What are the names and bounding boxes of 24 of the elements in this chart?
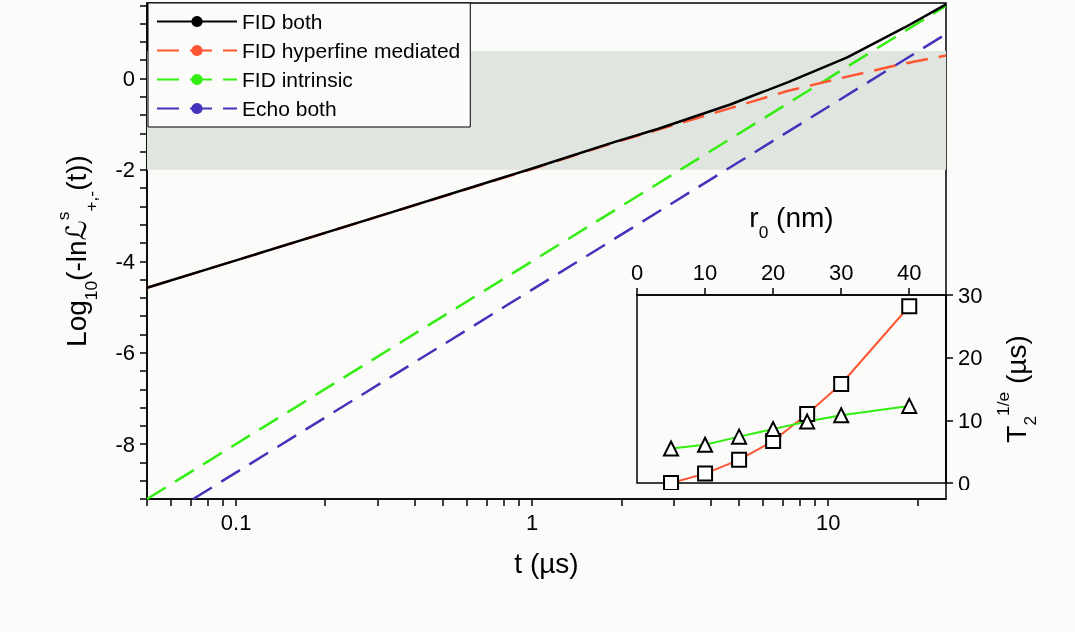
- y2-tick-label: 20: [958, 345, 983, 371]
- legend-label: Echo both: [242, 97, 337, 120]
- x-tick-label: 20: [760, 259, 786, 285]
- y2-axis-title: T21/e (µs): [992, 335, 1041, 443]
- y2-tick-label: 10: [958, 407, 983, 433]
- y-tick-label: -8: [115, 431, 135, 457]
- legend-label: FID both: [242, 10, 323, 33]
- y-tick-label: 0: [122, 65, 135, 91]
- x-tick-label: 0.1: [220, 509, 252, 535]
- x-tick-label: 10: [692, 259, 718, 285]
- y-tick-label: -6: [115, 340, 135, 366]
- x-tick-label: 40: [897, 259, 922, 285]
- legend-label: FID hyperfine mediated: [242, 39, 461, 62]
- x-tick-label: 1: [526, 509, 539, 535]
- y-tick-label: -4: [115, 248, 135, 274]
- x-tick-label: 0: [630, 259, 644, 285]
- x-axis-title: t (µs): [514, 547, 579, 579]
- x-tick-label: 10: [815, 509, 841, 535]
- x-tick-label: 30: [828, 259, 854, 285]
- legend-label: FID intrinsic: [242, 68, 353, 91]
- y2-tick-label: 30: [958, 282, 983, 308]
- y2-tick-label: 0: [958, 470, 971, 496]
- y-tick-label: -2: [115, 157, 135, 183]
- y-axis-title: Log10(-lnℒs+,-(t)): [52, 155, 101, 347]
